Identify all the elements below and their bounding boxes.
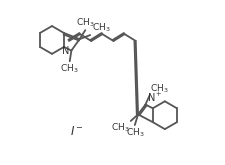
Text: CH$_3$: CH$_3$: [92, 22, 110, 34]
Text: I$^-$: I$^-$: [70, 125, 83, 138]
Text: CH$_3$: CH$_3$: [150, 82, 169, 95]
Text: N: N: [62, 46, 70, 56]
Text: CH$_3$: CH$_3$: [126, 127, 144, 139]
Text: CH$_3$: CH$_3$: [61, 63, 79, 75]
Text: CH$_3$: CH$_3$: [76, 16, 94, 29]
Text: CH$_3$: CH$_3$: [111, 121, 130, 134]
Text: N$^+$: N$^+$: [147, 91, 163, 104]
